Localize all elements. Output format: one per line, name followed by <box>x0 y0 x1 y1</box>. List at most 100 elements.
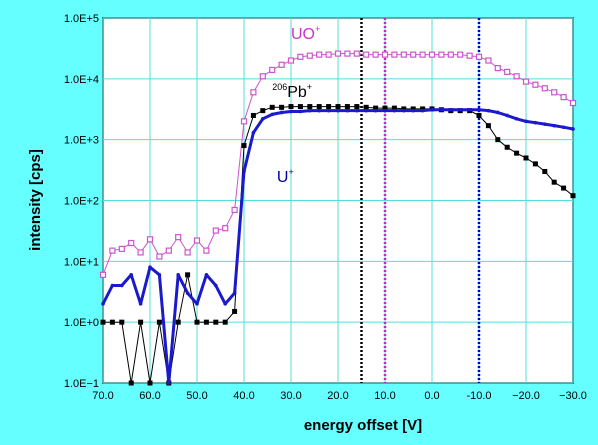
data-point <box>571 127 575 131</box>
data-point <box>204 273 209 277</box>
data-point <box>560 94 567 101</box>
data-point <box>128 380 134 386</box>
data-point <box>203 247 210 254</box>
data-point <box>373 108 378 113</box>
data-point <box>306 52 313 59</box>
data-point <box>364 108 369 113</box>
x-tick-label: 40.0 <box>233 390 254 402</box>
series-annotation: UO+ <box>291 24 320 43</box>
data-point <box>363 51 370 58</box>
data-point <box>392 108 397 113</box>
data-point <box>542 168 548 174</box>
data-point <box>194 319 200 325</box>
data-point <box>185 291 190 295</box>
data-point <box>146 236 154 243</box>
data-point <box>523 155 529 161</box>
data-point <box>232 291 237 295</box>
data-point <box>270 112 275 117</box>
data-point <box>167 381 171 385</box>
data-point <box>561 185 567 191</box>
data-point <box>269 104 275 110</box>
series-0 <box>99 50 577 278</box>
x-axis-label: energy offset [V] <box>304 417 422 434</box>
data-point <box>561 125 566 130</box>
data-point <box>551 179 557 185</box>
data-point <box>391 105 397 111</box>
data-point <box>175 319 181 325</box>
data-point <box>430 107 434 112</box>
y-tick-label: 1.0E+4 <box>64 74 99 86</box>
data-point <box>382 105 388 111</box>
data-point <box>532 81 539 88</box>
data-point <box>316 104 322 110</box>
data-point <box>420 108 425 113</box>
data-point <box>373 105 379 111</box>
y-tick-label: 1.0E+1 <box>64 256 99 268</box>
x-tick-label: 10.0 <box>374 390 395 402</box>
data-point <box>175 234 182 241</box>
data-point <box>297 53 304 60</box>
data-point <box>533 120 538 125</box>
data-point <box>259 73 266 80</box>
data-point <box>383 108 387 113</box>
data-point <box>504 144 510 150</box>
data-point <box>391 51 398 58</box>
data-point <box>157 273 162 277</box>
data-point <box>485 57 492 64</box>
data-point <box>316 51 323 58</box>
data-point <box>110 283 115 288</box>
data-point <box>120 283 124 288</box>
data-point <box>165 247 172 254</box>
data-point <box>410 51 417 58</box>
y-tick-label: 1.0E−1 <box>64 378 99 390</box>
x-tick-label: 50.0 <box>186 390 207 402</box>
data-point <box>109 247 116 254</box>
data-point <box>287 57 295 64</box>
data-point <box>345 108 350 113</box>
data-point <box>439 107 444 112</box>
data-point <box>278 61 285 68</box>
data-point <box>289 109 293 114</box>
data-point <box>514 117 519 121</box>
data-point <box>138 302 143 306</box>
data-point <box>222 319 228 325</box>
data-point <box>317 108 322 113</box>
data-point <box>251 130 256 135</box>
data-point <box>148 265 152 270</box>
data-point <box>495 137 501 143</box>
data-point <box>334 50 342 57</box>
data-point <box>485 123 491 129</box>
data-point <box>214 283 218 288</box>
data-point <box>298 109 303 114</box>
data-point <box>504 68 511 76</box>
data-point <box>411 108 416 113</box>
data-point <box>505 113 510 118</box>
y-tick-labels: 1.0E−1 1.0E+0 1.0E+1 1.0E+2 1.0E+3 1.0E+4 1.0E… <box>64 13 99 390</box>
data-point <box>325 51 332 58</box>
data-point <box>428 51 436 58</box>
data-point <box>212 227 219 234</box>
data-point <box>156 253 163 260</box>
data-point <box>195 302 199 306</box>
data-point <box>260 108 266 114</box>
data-point <box>279 110 284 115</box>
data-point <box>381 51 389 58</box>
data-point <box>176 273 180 277</box>
data-point <box>118 245 125 253</box>
data-point <box>232 308 238 314</box>
data-point <box>494 65 501 72</box>
y-tick-label: 1.0E+2 <box>64 196 99 208</box>
data-point <box>156 319 162 325</box>
data-point <box>570 193 576 199</box>
data-point <box>532 161 538 167</box>
data-point <box>185 272 191 278</box>
data-point <box>353 50 360 57</box>
x-tick-label: 30.0 <box>280 390 301 402</box>
data-point <box>496 110 500 115</box>
data-point <box>476 112 482 118</box>
x-tick-label: −20.0 <box>512 390 540 402</box>
data-point <box>475 53 483 60</box>
data-point <box>419 51 426 58</box>
